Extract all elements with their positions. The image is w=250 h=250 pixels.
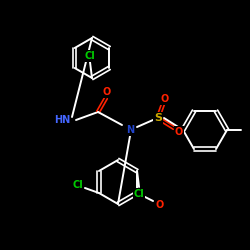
Text: Cl: Cl — [134, 189, 144, 199]
Text: O: O — [161, 94, 169, 104]
Text: S: S — [154, 113, 162, 123]
Text: N: N — [126, 125, 134, 135]
Text: O: O — [156, 200, 164, 210]
Text: Cl: Cl — [84, 51, 96, 61]
Text: O: O — [175, 127, 183, 137]
Text: Cl: Cl — [72, 180, 83, 190]
Text: O: O — [103, 87, 111, 97]
Text: HN: HN — [54, 115, 70, 125]
